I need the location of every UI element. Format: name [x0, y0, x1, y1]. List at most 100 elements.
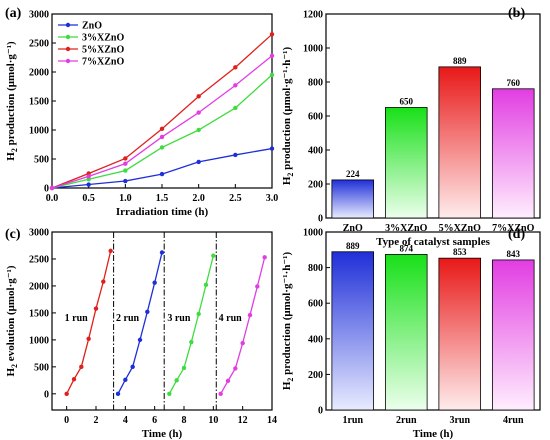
panel-d-bar	[384, 254, 428, 411]
panel-a-point	[196, 159, 201, 165]
panel-c-point	[137, 337, 143, 343]
panel-b-bar	[384, 107, 428, 219]
panel-d-value-label: 874	[400, 243, 414, 253]
panel-a-point	[196, 110, 201, 115]
panel-a-point	[159, 134, 165, 140]
panel-a-xtick-label: 3.0	[266, 193, 279, 204]
panel-c-frame	[51, 231, 273, 411]
panel-a-xtick-label: 2.0	[192, 193, 205, 204]
panel-a-legend-label: 3%XZnO	[82, 33, 124, 44]
panel-c-point	[86, 336, 91, 341]
panel-a-point	[159, 145, 165, 150]
panel-d-ytick-label: 1000	[303, 228, 323, 239]
panel-c-run-label: 3 run	[167, 313, 191, 324]
panel-d-bar	[331, 251, 375, 411]
panel-d-ytick-label: 600	[308, 299, 323, 310]
panel-c-xtick-label: 8	[182, 415, 187, 426]
panel-a-point	[233, 152, 238, 158]
panel-a-point	[123, 161, 128, 166]
panel-a-point	[196, 94, 201, 99]
panel-d: (d) 0 200 400 600 800 1000 889 1run 874 2run 853 3ru…	[281, 227, 541, 440]
panel-a-xtick-label: 1.5	[156, 193, 169, 204]
panel-c-series-line	[220, 257, 266, 395]
panel-c-point	[233, 366, 238, 371]
panel-a: (a) 0 500 1000 1500 2000 2500 3000 0.0 0.5 1.0 1.5 2…	[5, 6, 278, 218]
panel-c-point	[79, 364, 84, 370]
panel-b-ytick-label: 0	[318, 214, 323, 225]
panel-a-xtick-label: 0.0	[46, 193, 59, 204]
panel-d-category-label: 2run	[396, 415, 417, 426]
panel-a-ytick-label: 1500	[29, 97, 49, 108]
panel-d-ytick-label: 400	[308, 334, 323, 345]
panel-c-point	[152, 280, 157, 285]
panel-a-ytick-label: 2500	[29, 39, 49, 50]
panel-a-ytick-label: 500	[34, 155, 49, 166]
panel-c-point	[225, 378, 231, 384]
panel-b-ytick-label: 400	[308, 146, 323, 157]
panel-c-point	[262, 255, 267, 260]
panel-c-run-label: 1 run	[65, 313, 89, 324]
panel-c-point	[101, 279, 106, 284]
panel-b-bar	[331, 179, 375, 219]
panel-c-xtick-label: 12	[238, 415, 248, 426]
panel-d-category-label: 4run	[503, 415, 524, 426]
panel-a-point	[269, 72, 275, 78]
panel-c-letter: (c)	[5, 227, 21, 242]
panel-d-ylabel: H2 production (μmol·g⁻¹·h⁻¹)	[281, 252, 295, 391]
panel-d-category-label: 1run	[342, 415, 363, 426]
panel-c-point	[159, 250, 165, 255]
panel-a-xtick-label: 0.5	[82, 193, 95, 204]
panel-b: (b) 0 200 400 600 800 1000 1200 224 ZnO 650 3%XZnO 8…	[281, 6, 541, 248]
panel-a-series-line	[51, 147, 273, 189]
panel-a-ytick-label: 1000	[29, 126, 49, 137]
panel-c-point	[167, 391, 172, 397]
panel-b-value-label: 889	[453, 56, 467, 66]
panel-c-point	[255, 284, 260, 289]
panel-b-xlabel: Type of catalyst samples	[376, 236, 490, 248]
panel-c-xtick-label: 10	[208, 415, 218, 426]
panel-c-xtick-label: 4	[123, 415, 128, 426]
panel-b-category-label: 3%XZnO	[385, 223, 427, 234]
panel-a-letter: (a)	[5, 6, 22, 21]
panel-a-legend-marker	[65, 58, 71, 64]
panel-c-point	[196, 311, 201, 317]
panel-c-point	[211, 253, 216, 258]
panel-b-ytick-label: 800	[308, 78, 323, 89]
panel-a-ytick-label: 0	[44, 184, 49, 195]
panel-a-xlabel: Irradiation time (h)	[116, 206, 209, 218]
panel-a-ytick-label: 3000	[29, 10, 49, 21]
panel-c-point	[93, 306, 99, 311]
panel-c-ytick-label: 1500	[29, 308, 49, 319]
panel-d-ytick-label: 0	[318, 406, 323, 417]
panel-c-xtick-label: 14	[267, 415, 277, 426]
panel-c-point	[189, 339, 194, 345]
panel-d-value-label: 843	[507, 249, 521, 259]
panel-c-series-line	[168, 255, 214, 395]
panel-d-bar	[438, 257, 482, 411]
panel-a-legend-marker	[65, 22, 71, 28]
panel-c-ytick-label: 0	[44, 389, 49, 400]
panel-d-ytick-label: 800	[308, 263, 323, 274]
panel-d-value-label: 853	[453, 247, 467, 257]
panel-b-value-label: 650	[400, 97, 414, 107]
panel-c-ytick-label: 2500	[29, 254, 49, 265]
panel-d-letter: (d)	[508, 227, 525, 242]
panel-b-bar	[438, 66, 482, 219]
panel-a-legend-label: 7%XZnO	[82, 57, 124, 68]
panel-a-point	[233, 83, 238, 88]
panel-a-ylabel: H2 production (μmol·g⁻¹)	[5, 41, 19, 161]
panel-c-xlabel: Time (h)	[142, 428, 183, 440]
panel-c-run-label: 2 run	[116, 313, 140, 324]
panel-d-bar	[491, 259, 535, 411]
panel-c-point	[108, 248, 113, 254]
panel-a-point	[269, 53, 275, 58]
panel-c-point	[218, 391, 223, 397]
panel-b-value-label: 760	[507, 78, 521, 88]
panel-c-xtick-label: 0	[64, 415, 69, 426]
panel-c-point	[174, 378, 179, 383]
panel-a-point	[269, 32, 275, 37]
panel-c-point	[130, 364, 135, 370]
panel-d-ytick-label: 200	[308, 370, 323, 381]
panel-a-legend-label: 5%XZnO	[82, 45, 124, 56]
